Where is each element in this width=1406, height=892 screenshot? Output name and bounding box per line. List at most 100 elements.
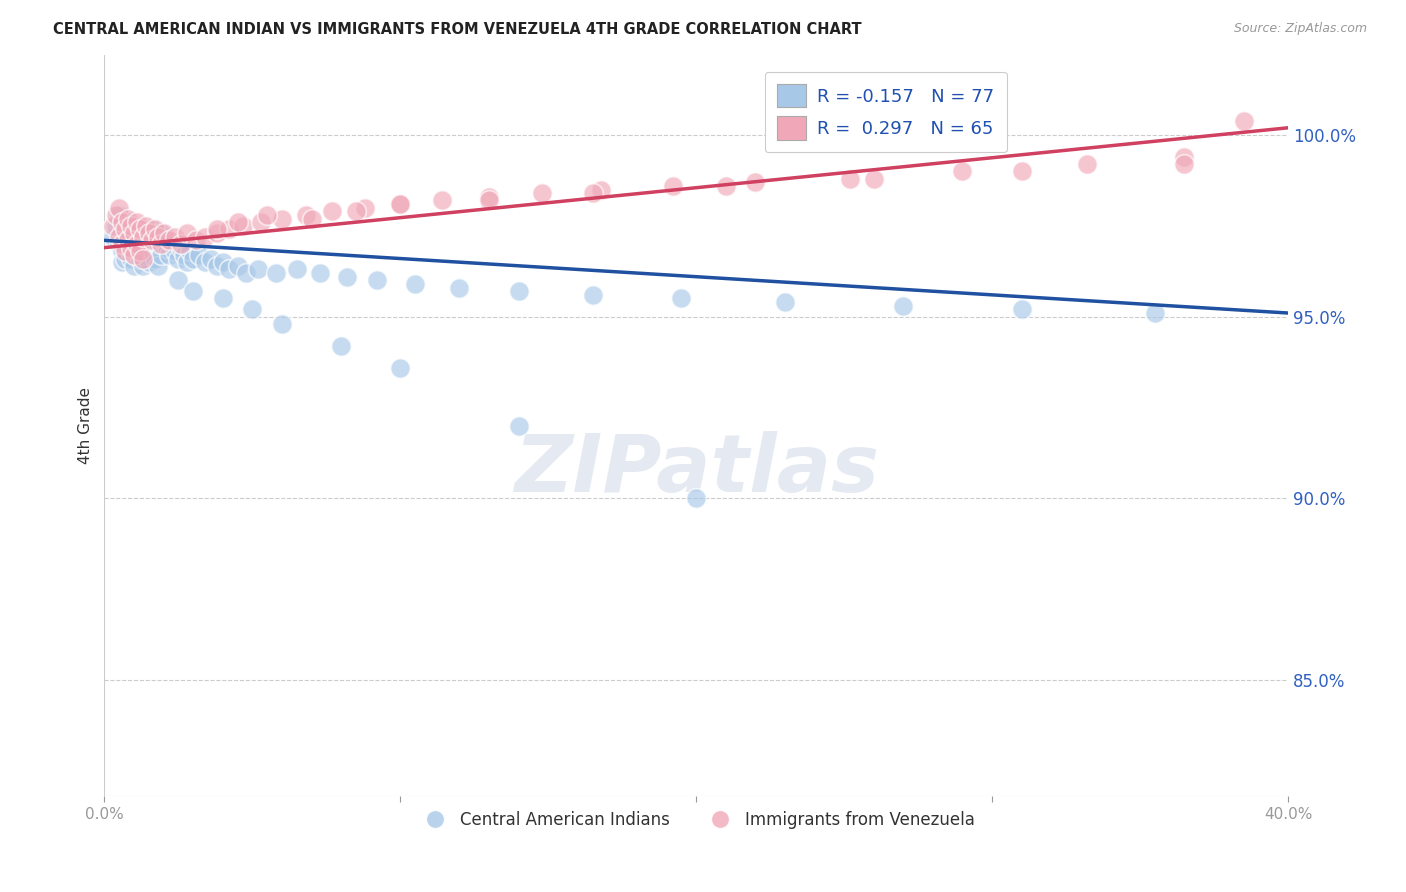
Point — [149, 237, 172, 252]
Point — [120, 219, 142, 233]
Point — [184, 233, 207, 247]
Point — [1173, 157, 1195, 171]
Point — [122, 259, 145, 273]
Point — [176, 255, 198, 269]
Point — [117, 211, 139, 226]
Point — [138, 233, 160, 247]
Point — [138, 255, 160, 269]
Point — [135, 219, 157, 233]
Point — [218, 262, 240, 277]
Point — [128, 252, 150, 266]
Point — [173, 248, 195, 262]
Point — [167, 273, 190, 287]
Point — [205, 259, 228, 273]
Point — [211, 255, 233, 269]
Point — [321, 204, 343, 219]
Point — [141, 233, 163, 247]
Point — [581, 186, 603, 201]
Point — [1232, 113, 1254, 128]
Point — [108, 208, 131, 222]
Point — [301, 211, 323, 226]
Point — [1143, 306, 1166, 320]
Point — [235, 266, 257, 280]
Point — [309, 266, 332, 280]
Point — [125, 219, 148, 233]
Point — [181, 252, 204, 266]
Point — [138, 226, 160, 240]
Point — [247, 262, 270, 277]
Point — [661, 178, 683, 193]
Point — [114, 244, 136, 259]
Point — [1173, 150, 1195, 164]
Point — [117, 241, 139, 255]
Point — [294, 208, 316, 222]
Point — [389, 360, 412, 375]
Point — [188, 248, 211, 262]
Point — [114, 252, 136, 266]
Point — [149, 248, 172, 262]
Point — [449, 280, 471, 294]
Point — [103, 229, 125, 244]
Point — [141, 244, 163, 259]
Point — [353, 201, 375, 215]
Point — [744, 175, 766, 189]
Point — [344, 204, 367, 219]
Point — [146, 237, 169, 252]
Point — [155, 241, 177, 255]
Point — [120, 226, 142, 240]
Point — [862, 171, 884, 186]
Point — [152, 226, 174, 240]
Point — [271, 317, 294, 331]
Text: ZIPatlas: ZIPatlas — [513, 431, 879, 509]
Point — [508, 284, 530, 298]
Point — [122, 233, 145, 247]
Point — [120, 252, 142, 266]
Point — [581, 288, 603, 302]
Point — [200, 252, 222, 266]
Point — [125, 237, 148, 252]
Point — [389, 197, 412, 211]
Point — [125, 215, 148, 229]
Point — [122, 248, 145, 262]
Point — [143, 252, 166, 266]
Point — [1076, 157, 1098, 171]
Point — [218, 222, 240, 236]
Point — [240, 302, 263, 317]
Point — [135, 226, 157, 240]
Point — [120, 241, 142, 255]
Point — [671, 292, 693, 306]
Text: Source: ZipAtlas.com: Source: ZipAtlas.com — [1233, 22, 1367, 36]
Point — [143, 229, 166, 244]
Point — [508, 418, 530, 433]
Point — [179, 244, 201, 259]
Point — [117, 215, 139, 229]
Point — [132, 259, 155, 273]
Point — [205, 226, 228, 240]
Point — [952, 164, 974, 178]
Point — [128, 244, 150, 259]
Point — [330, 339, 353, 353]
Point — [194, 229, 217, 244]
Point — [478, 194, 501, 208]
Point — [122, 226, 145, 240]
Point — [226, 215, 249, 229]
Point — [773, 295, 796, 310]
Point — [271, 211, 294, 226]
Point — [146, 229, 169, 244]
Point — [176, 226, 198, 240]
Point — [165, 244, 187, 259]
Point — [143, 222, 166, 236]
Point — [336, 269, 359, 284]
Point — [170, 237, 193, 252]
Point — [205, 222, 228, 236]
Point — [111, 244, 134, 259]
Point — [108, 237, 131, 252]
Point — [114, 222, 136, 236]
Point — [146, 259, 169, 273]
Point — [232, 219, 254, 233]
Point — [1011, 164, 1033, 178]
Point — [891, 299, 914, 313]
Legend: Central American Indians, Immigrants from Venezuela: Central American Indians, Immigrants fro… — [412, 805, 981, 836]
Point — [430, 194, 453, 208]
Point — [256, 208, 278, 222]
